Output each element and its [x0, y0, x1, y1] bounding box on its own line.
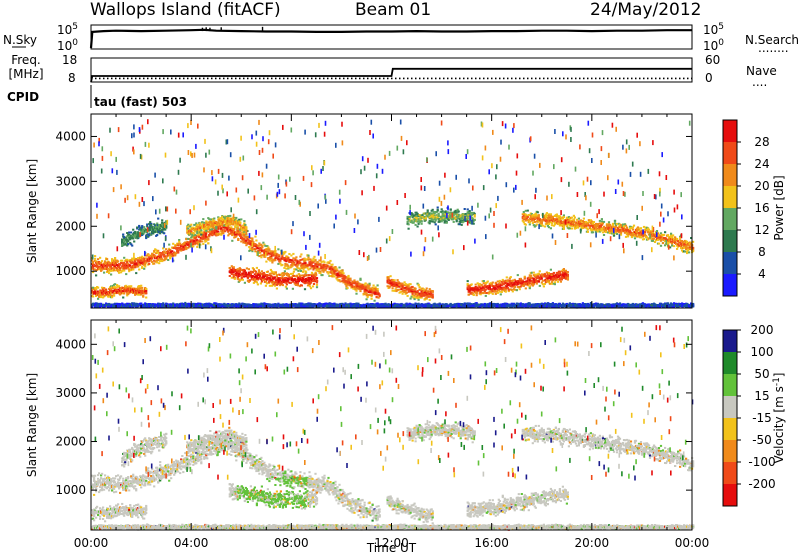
power-colorbar-label: Power [dB]	[772, 175, 786, 240]
noise-ytick-left-bottom: 100	[57, 38, 78, 53]
noise-ytick-right-top: 105	[703, 22, 724, 37]
power-colorbar-swatch-4	[723, 186, 737, 208]
power-colorbar-tick-label: 20	[754, 179, 769, 193]
date-title: 24/May/2012	[590, 0, 702, 20]
station-title: Wallops Island (fitACF)	[90, 0, 281, 20]
power-heatmap-ytick-label: 3000	[55, 174, 86, 188]
velocity-colorbar-label: Velocity [m s-1]	[772, 373, 786, 464]
beam-title: Beam 01	[355, 0, 432, 20]
cpid-value: tau (fast) 503	[94, 95, 187, 109]
velocity-colorbar-tick-label: 50	[754, 367, 769, 381]
nsky-series-line	[89, 28, 692, 49]
velocity-xtick-label-5: 20:00	[575, 536, 610, 550]
velocity-heatmap-ytick-label: 4000	[55, 337, 86, 351]
power-colorbar-swatch-7	[723, 120, 737, 142]
nsearch-legend-dots: ........	[758, 41, 789, 55]
power-heatmap-ylabel: Slant Range [km]	[25, 159, 39, 263]
noise-ytick-left-top: 105	[57, 22, 78, 37]
power-heatmap-cells	[91, 119, 695, 309]
freq-label: Freq.	[11, 53, 41, 67]
velocity-colorbar-swatch-2	[723, 440, 737, 462]
power-colorbar-tick-label: 8	[758, 245, 766, 259]
velocity-heatmap-ytick-label: 3000	[55, 386, 86, 400]
power-colorbar-swatch-2	[723, 230, 737, 252]
velocity-colorbar-swatch-4	[723, 396, 737, 418]
power-colorbar-swatch-1	[723, 252, 737, 274]
nave-label: Nave	[746, 64, 777, 78]
freq-unit-label: [MHz]	[8, 67, 43, 81]
velocity-colorbar-tick-label: 200	[751, 323, 774, 337]
nsky-label: N.Sky	[3, 33, 37, 47]
velocity-xtick-label-0: 00:00	[74, 536, 109, 550]
freq-ytick-left-top: 18	[62, 53, 77, 67]
noise-ytick-right-bottom: 100	[703, 38, 724, 53]
velocity-xtick-label-4: 16:00	[474, 536, 509, 550]
time-axis-label: Time UT	[366, 541, 417, 554]
power-heatmap-ytick-label: 4000	[55, 129, 86, 143]
velocity-colorbar-swatch-3	[723, 418, 737, 440]
noise-panel-frame	[90, 24, 693, 50]
velocity-colorbar-tick-label: -15	[752, 411, 772, 425]
velocity-xtick-label-2: 08:00	[274, 536, 309, 550]
power-colorbar-swatch-6	[723, 142, 737, 164]
power-colorbar-swatch-0	[723, 274, 737, 296]
velocity-heatmap-ytick-label: 1000	[55, 483, 86, 497]
power-colorbar-tick-label: 16	[754, 201, 769, 215]
nsearch-label: N.Search	[745, 33, 799, 47]
velocity-colorbar-swatch-0	[723, 484, 737, 506]
power-colorbar-tick-label: 28	[754, 135, 769, 149]
velocity-colorbar-swatch-1	[723, 462, 737, 484]
velocity-colorbar-swatch-7	[723, 330, 737, 352]
velocity-colorbar-tick-label: 100	[751, 345, 774, 359]
power-heatmap-ytick-label: 2000	[55, 219, 86, 233]
velocity-colorbar-swatch-5	[723, 374, 737, 396]
power-heatmap-ytick-label: 1000	[55, 264, 86, 278]
velocity-colorbar-tick-label: -200	[748, 477, 775, 491]
freq-ytick-right-bottom: 0	[705, 71, 713, 85]
velocity-colorbar-tick-label: -100	[748, 455, 775, 469]
power-colorbar-tick-label: 12	[754, 223, 769, 237]
velocity-heatmap-ytick-label: 2000	[55, 435, 86, 449]
power-colorbar-tick-label: 4	[758, 267, 766, 281]
freq-ytick-right-top: 60	[705, 53, 720, 67]
velocity-colorbar-tick-label: -50	[752, 433, 772, 447]
velocity-xtick-label-3: 12:00	[374, 536, 409, 550]
velocity-colorbar-tick-label: 15	[754, 389, 769, 403]
freq-ytick-left-bottom: 8	[68, 71, 76, 85]
cpid-label: CPID	[7, 90, 39, 104]
velocity-xtick-label-1: 04:00	[174, 536, 209, 550]
nave-legend-dots: ....	[752, 75, 767, 89]
power-colorbar-tick-label: 24	[754, 157, 769, 171]
velocity-xtick-label-6: 00:00	[675, 536, 710, 550]
velocity-colorbar-swatch-6	[723, 352, 737, 374]
freq-series-line	[90, 67, 692, 83]
freq-panel-frame	[90, 57, 693, 83]
power-colorbar-swatch-5	[723, 164, 737, 186]
velocity-heatmap-cells	[91, 325, 695, 531]
velocity-heatmap-ylabel: Slant Range [km]	[25, 373, 39, 477]
power-colorbar-swatch-3	[723, 208, 737, 230]
